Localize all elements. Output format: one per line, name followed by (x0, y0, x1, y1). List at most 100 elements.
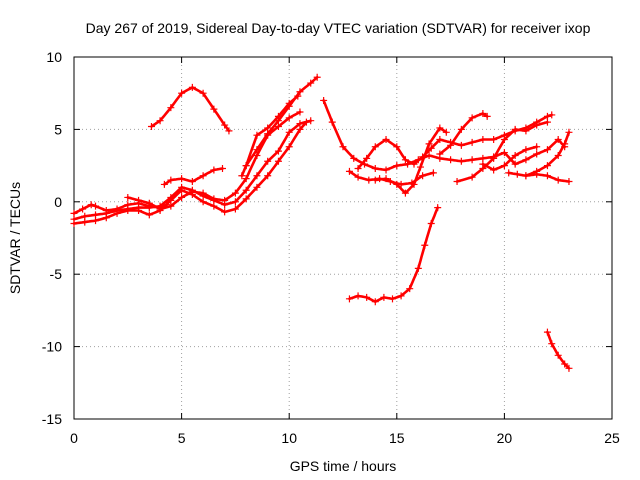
series-arc-8 (242, 92, 302, 170)
x-axis-label: GPS time / hours (290, 458, 397, 474)
data-point (210, 166, 218, 174)
data-point (533, 167, 541, 175)
series-line (72, 119, 312, 221)
data-point (543, 146, 551, 154)
data-point (479, 136, 487, 144)
data-point (113, 205, 121, 213)
x-tick-label: 20 (497, 430, 513, 446)
data-point (178, 193, 186, 201)
data-point (328, 118, 336, 126)
series-arc-14 (453, 118, 551, 186)
data-point (457, 157, 465, 165)
data-point (522, 146, 530, 154)
y-tick-label: -15 (42, 411, 62, 427)
data-point (160, 180, 168, 188)
data-point (543, 172, 551, 180)
data-point (147, 123, 155, 131)
series-arc-13 (436, 109, 491, 158)
data-point (533, 143, 541, 151)
data-point (156, 117, 164, 125)
y-axis-label: SDTVAR / TECUs (7, 182, 23, 294)
data-point (500, 162, 508, 170)
data-point (320, 96, 328, 104)
data-point (421, 241, 429, 249)
data-point (285, 114, 293, 122)
y-tick-label: -5 (50, 266, 63, 282)
series-arc-12 (371, 124, 450, 197)
data-point (242, 162, 250, 170)
series-arc-6 (160, 164, 226, 188)
data-point (79, 205, 87, 213)
data-point (178, 175, 186, 183)
data-point (274, 112, 282, 120)
data-point (354, 164, 362, 172)
data-point (554, 176, 562, 184)
series-line (438, 112, 489, 156)
x-tick-label: 5 (178, 430, 186, 446)
data-point (225, 127, 233, 135)
series-line (546, 330, 571, 370)
data-point (414, 264, 422, 272)
data-point (363, 293, 371, 301)
series-arc-10 (345, 167, 437, 188)
y-tick-label: -10 (42, 339, 62, 355)
data-point (457, 125, 465, 133)
data-point (178, 89, 186, 97)
series-arc-9 (320, 96, 569, 174)
data-point (210, 195, 218, 203)
series-line (72, 120, 308, 225)
data-point (124, 201, 132, 209)
data-point (533, 150, 541, 158)
data-point (468, 173, 476, 181)
series-arc-5 (147, 83, 233, 135)
data-point (447, 141, 455, 149)
data-point (442, 128, 450, 136)
data-point (468, 114, 476, 122)
data-point (371, 143, 379, 151)
data-point (135, 196, 143, 204)
data-point (294, 92, 302, 100)
series-arc-11 (354, 111, 556, 172)
data-point (490, 166, 498, 174)
data-point (188, 178, 196, 186)
data-point (548, 340, 556, 348)
data-point (363, 154, 371, 162)
data-point (554, 151, 562, 159)
data-point (87, 201, 95, 209)
data-point (199, 189, 207, 197)
data-point (416, 163, 424, 171)
data-point (145, 211, 153, 219)
data-point (199, 89, 207, 97)
y-tick-label: 5 (54, 121, 62, 137)
data-point (124, 193, 132, 201)
data-point (410, 180, 418, 188)
data-point (483, 112, 491, 120)
data-point (264, 124, 272, 132)
data-point (554, 136, 562, 144)
data-point (490, 154, 498, 162)
x-tick-label: 15 (389, 430, 405, 446)
data-point (313, 73, 321, 81)
data-point (339, 143, 347, 151)
data-point (102, 206, 110, 214)
data-point (436, 124, 444, 132)
data-point (274, 157, 282, 165)
chart-title: Day 267 of 2019, Sidereal Day-to-day VTE… (86, 20, 591, 36)
data-series (70, 73, 573, 372)
y-tick-label: 0 (54, 194, 62, 210)
data-point (371, 176, 379, 184)
data-point (425, 151, 433, 159)
data-point (285, 99, 293, 107)
data-point (427, 144, 435, 152)
data-point (401, 189, 409, 197)
data-point (354, 173, 362, 181)
data-point (350, 154, 358, 162)
data-point (188, 83, 196, 91)
data-point (167, 202, 175, 210)
data-point (410, 160, 418, 168)
plot-frame (73, 56, 613, 420)
data-point (522, 127, 530, 135)
data-point (354, 292, 362, 300)
data-point (543, 118, 551, 126)
